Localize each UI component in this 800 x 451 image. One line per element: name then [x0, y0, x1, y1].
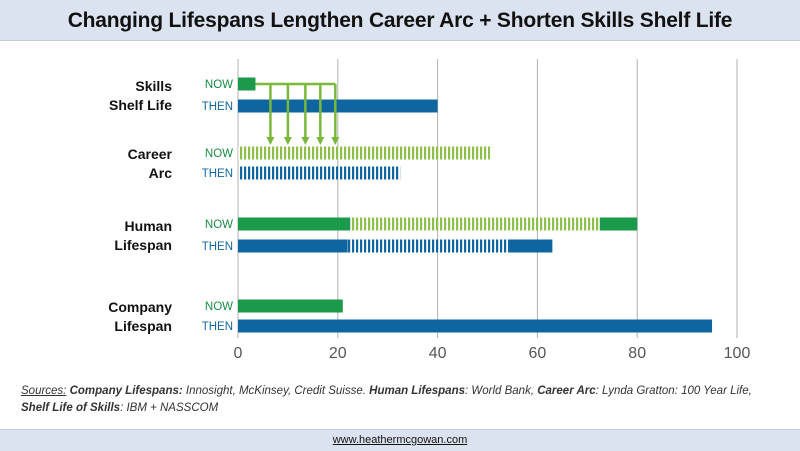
footer-link[interactable]: www.heathermcgowan.com [332, 434, 468, 446]
ticks-layer: 0 20 40 60 80 100 [234, 345, 751, 362]
bar-segment [350, 217, 600, 231]
then-row-label: THEN [202, 241, 233, 253]
x-tick-label: 100 [724, 345, 751, 362]
sources-career-label: Career Arc [537, 385, 596, 397]
bar-segment [238, 77, 256, 91]
sources-prefix: Sources: [21, 385, 67, 397]
footer-band: www.heathermcgowan.com [0, 429, 800, 451]
category-label: Career [128, 146, 173, 162]
bar-segment [347, 239, 510, 253]
chart: Skills Shelf Life NOW THEN Career Arc NOW THEN H… [108, 59, 751, 362]
sources-skills-text: : IBM + NASSCOM [120, 402, 219, 414]
bar-segment [509, 239, 553, 253]
x-tick-label: 40 [429, 345, 447, 362]
category-label: Skills [135, 78, 172, 94]
bars-layer [238, 77, 713, 333]
bar-segment [238, 299, 343, 313]
bar-segment [599, 217, 638, 231]
x-tick-label: 60 [529, 345, 547, 362]
category-label: Shelf Life [109, 97, 172, 113]
sources-note: Sources: Company Lifespans: Innosight, M… [21, 383, 781, 417]
x-tick-label: 20 [329, 345, 347, 362]
labels-layer: Skills Shelf Life NOW THEN Career Arc NOW THEN H… [108, 78, 233, 334]
category-label: Lifespan [114, 318, 172, 334]
bar-segment [238, 217, 351, 231]
sources-human-text: : World Bank, [465, 385, 535, 397]
then-row-label: THEN [202, 101, 233, 113]
category-label: Human [125, 218, 172, 234]
bar-segment [238, 99, 438, 113]
bar-segment [238, 146, 490, 160]
title-band: Changing Lifespans Lengthen Career Arc +… [0, 0, 800, 41]
now-row-label: NOW [205, 301, 233, 313]
now-row-label: NOW [205, 79, 233, 91]
category-label: Lifespan [114, 237, 172, 253]
x-tick-label: 80 [628, 345, 646, 362]
now-row-label: NOW [205, 148, 233, 160]
bar-segment [238, 166, 401, 180]
sources-company-label: Company Lifespans: [69, 385, 183, 397]
x-tick-label: 0 [234, 345, 243, 362]
category-label: Arc [149, 165, 173, 181]
chart-title: Changing Lifespans Lengthen Career Arc +… [67, 9, 733, 32]
sources-skills-label: Shelf Life of Skills [21, 402, 121, 414]
sources-company-text: Innosight, McKinsey, Credit Suisse. [185, 385, 366, 397]
sources-career-text: : Lynda Gratton: 100 Year Life, [595, 385, 752, 397]
sources-human-label: Human Lifespans [369, 385, 465, 397]
category-label: Company [108, 299, 172, 315]
then-row-label: THEN [202, 321, 233, 333]
bar-segment [238, 319, 713, 333]
now-row-label: NOW [205, 219, 233, 231]
bar-segment [238, 239, 348, 253]
then-row-label: THEN [202, 168, 233, 180]
arrows-layer [255, 82, 340, 145]
